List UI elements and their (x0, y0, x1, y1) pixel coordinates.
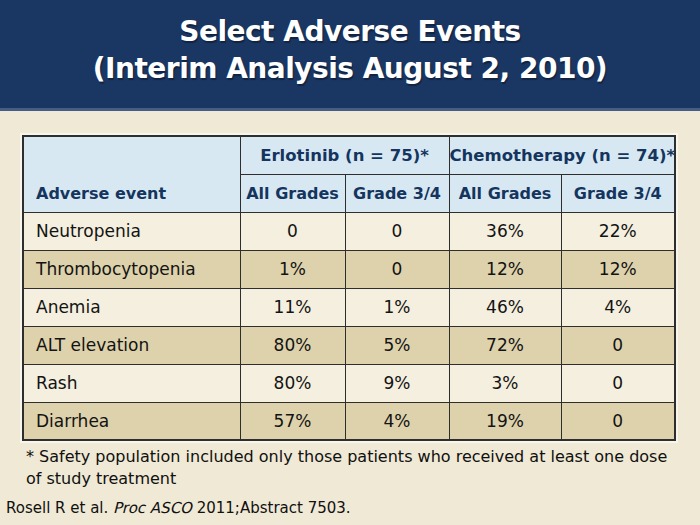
value-cell: 0 (561, 364, 675, 402)
slide: Select Adverse Events (Interim Analysis … (0, 0, 700, 525)
value-cell: 19% (449, 402, 561, 440)
citation-journal: Proc ASCO (113, 499, 192, 517)
value-cell: 36% (449, 212, 561, 250)
value-cell: 5% (345, 326, 449, 364)
group-header-row: Adverse event Erlotinib (n = 75)* Chemot… (23, 136, 675, 174)
chemotherapy-group-header: Chemotherapy (n = 74)* (449, 136, 675, 174)
value-cell: 0 (345, 250, 449, 288)
table-row-thrombocytopenia: Thrombocytopenia 1% 0 12% 12% (23, 250, 675, 288)
citation-post: 2011;Abstract 7503. (192, 499, 351, 517)
value-cell: 1% (345, 288, 449, 326)
value-cell: 9% (345, 364, 449, 402)
footnote-line2: of study treatment (26, 468, 667, 490)
value-cell: 80% (240, 326, 345, 364)
value-cell: 4% (561, 288, 675, 326)
event-cell: Diarrhea (23, 402, 240, 440)
event-cell: ALT elevation (23, 326, 240, 364)
value-cell: 0 (561, 402, 675, 440)
adverse-events-table: Adverse event Erlotinib (n = 75)* Chemot… (22, 135, 676, 441)
subheader-chemo-grade-3-4: Grade 3/4 (561, 174, 675, 212)
value-cell: 57% (240, 402, 345, 440)
value-cell: 4% (345, 402, 449, 440)
subheader-erlotinib-all-grades: All Grades (240, 174, 345, 212)
value-cell: 46% (449, 288, 561, 326)
value-cell: 80% (240, 364, 345, 402)
event-cell: Neutropenia (23, 212, 240, 250)
safety-population-footnote: * Safety population included only those … (26, 446, 667, 490)
value-cell: 11% (240, 288, 345, 326)
table-row-diarrhea: Diarrhea 57% 4% 19% 0 (23, 402, 675, 440)
erlotinib-group-header: Erlotinib (n = 75)* (240, 136, 449, 174)
event-cell: Anemia (23, 288, 240, 326)
value-cell: 72% (449, 326, 561, 364)
value-cell: 1% (240, 250, 345, 288)
subheader-erlotinib-grade-3-4: Grade 3/4 (345, 174, 449, 212)
value-cell: 0 (561, 326, 675, 364)
table-row-rash: Rash 80% 9% 3% 0 (23, 364, 675, 402)
value-cell: 12% (561, 250, 675, 288)
slide-title-line1: Select Adverse Events (0, 13, 700, 50)
value-cell: 0 (345, 212, 449, 250)
adverse-event-column-header: Adverse event (23, 136, 240, 212)
table-row-anemia: Anemia 11% 1% 46% 4% (23, 288, 675, 326)
event-cell: Thrombocytopenia (23, 250, 240, 288)
footnote-line1: * Safety population included only those … (26, 446, 667, 468)
slide-title: Select Adverse Events (Interim Analysis … (0, 0, 700, 87)
citation: Rosell R et al. Proc ASCO 2011;Abstract … (6, 499, 351, 517)
table-row-neutropenia: Neutropenia 0 0 36% 22% (23, 212, 675, 250)
event-cell: Rash (23, 364, 240, 402)
value-cell: 3% (449, 364, 561, 402)
subheader-chemo-all-grades: All Grades (449, 174, 561, 212)
title-band: Select Adverse Events (Interim Analysis … (0, 0, 700, 111)
table-row-alt-elevation: ALT elevation 80% 5% 72% 0 (23, 326, 675, 364)
value-cell: 12% (449, 250, 561, 288)
citation-pre: Rosell R et al. (6, 499, 113, 517)
value-cell: 22% (561, 212, 675, 250)
slide-title-line2: (Interim Analysis August 2, 2010) (0, 50, 700, 87)
value-cell: 0 (240, 212, 345, 250)
